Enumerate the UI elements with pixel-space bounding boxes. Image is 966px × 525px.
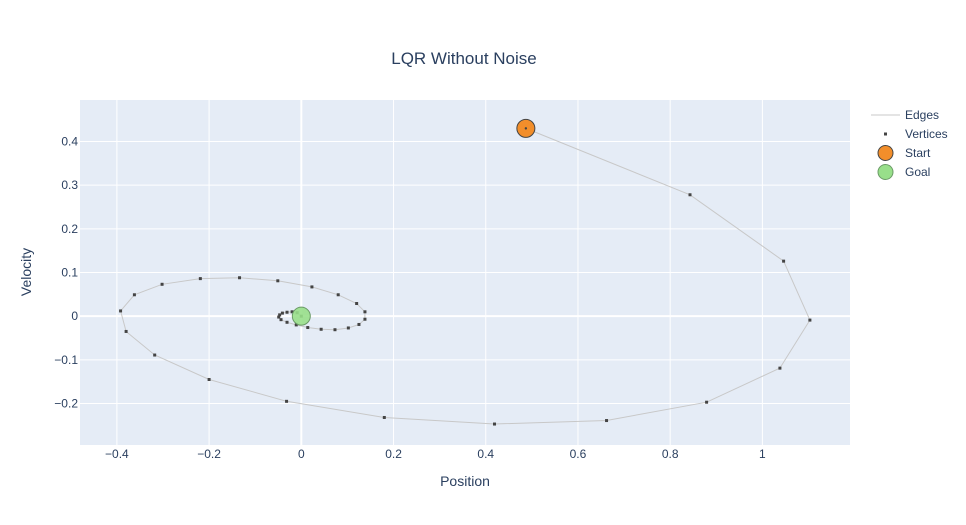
vertex-point: [363, 310, 367, 314]
y-gridlines: [80, 140, 850, 405]
x-tick-label: 0.2: [385, 447, 402, 461]
legend[interactable]: Edges Vertices Start Goal: [871, 108, 948, 180]
vertex-point: [290, 310, 294, 314]
vertex-point: [207, 377, 211, 381]
vertex-point: [276, 279, 280, 283]
y-tick-label: −0.1: [54, 353, 78, 367]
legend-swatch-vertices: [884, 132, 887, 136]
vertex-point: [278, 313, 282, 317]
y-tick-label: 0: [71, 309, 78, 323]
y-axis-title: Velocity: [18, 248, 34, 296]
vertex-point: [346, 326, 350, 330]
vertex-point: [705, 400, 709, 404]
x-tick-labels: −0.4 −0.2 0 0.2 0.4 0.6 0.8 1: [105, 447, 766, 461]
legend-item-start[interactable]: Start: [877, 145, 931, 161]
vertex-point: [285, 399, 289, 403]
chart-title: LQR Without Noise: [391, 49, 537, 68]
legend-label: Start: [905, 146, 931, 160]
x-tick-label: −0.2: [197, 447, 221, 461]
vertex-point: [493, 422, 497, 426]
goal-marker: [291, 306, 311, 326]
legend-label: Vertices: [905, 127, 948, 141]
legend-item-edges[interactable]: Edges: [871, 108, 939, 122]
start-vertex-dot: [524, 127, 528, 130]
vertex-point: [153, 353, 157, 357]
x-tick-label: −0.4: [105, 447, 129, 461]
vertex-point: [160, 282, 164, 286]
vertices-series: [119, 126, 812, 426]
vertex-point: [285, 310, 289, 314]
vertex-point: [280, 311, 284, 315]
legend-swatch-goal: [877, 164, 894, 180]
x-tick-label: 0.4: [477, 447, 494, 461]
vertex-point: [336, 293, 340, 297]
y-tick-label: 0.4: [61, 134, 78, 148]
vertex-point: [357, 322, 361, 326]
x-tick-label: 0: [298, 447, 305, 461]
y-tick-labels: −0.2 −0.1 0 0.1 0.2 0.3 0.4: [54, 134, 78, 410]
vertex-point: [319, 327, 323, 331]
vertex-point: [294, 323, 298, 327]
legend-item-goal[interactable]: Goal: [877, 164, 930, 180]
vertex-point: [306, 326, 310, 330]
legend-swatch-start: [877, 145, 894, 161]
legend-item-vertices[interactable]: Vertices: [884, 127, 948, 141]
vertex-point: [782, 259, 786, 263]
x-tick-label: 0.8: [662, 447, 679, 461]
y-tick-label: 0.2: [61, 222, 78, 236]
vertex-point: [119, 309, 123, 313]
vertex-point: [688, 193, 692, 197]
legend-label: Goal: [905, 165, 930, 179]
vertex-point: [124, 329, 128, 333]
y-tick-label: 0.1: [61, 266, 78, 280]
vertex-point: [333, 328, 337, 332]
vertex-point: [778, 366, 782, 370]
vertex-point: [279, 318, 283, 322]
vertex-point: [808, 318, 812, 322]
vertex-point: [198, 277, 202, 281]
x-tick-label: 0.6: [570, 447, 587, 461]
start-goal-markers: [291, 118, 536, 326]
x-tick-label: 1: [759, 447, 766, 461]
legend-label: Edges: [905, 108, 939, 122]
vertex-point: [277, 315, 281, 319]
x-axis-title: Position: [440, 473, 490, 489]
vertex-point: [310, 285, 314, 289]
vertex-point: [355, 302, 359, 306]
vertex-point: [238, 276, 242, 280]
vertex-point: [605, 419, 609, 423]
vertex-point: [285, 320, 289, 324]
vertex-point: [382, 415, 386, 419]
vertex-point: [132, 293, 136, 297]
y-tick-label: −0.2: [54, 397, 78, 411]
vertex-point: [363, 317, 367, 321]
y-tick-label: 0.3: [61, 178, 78, 192]
